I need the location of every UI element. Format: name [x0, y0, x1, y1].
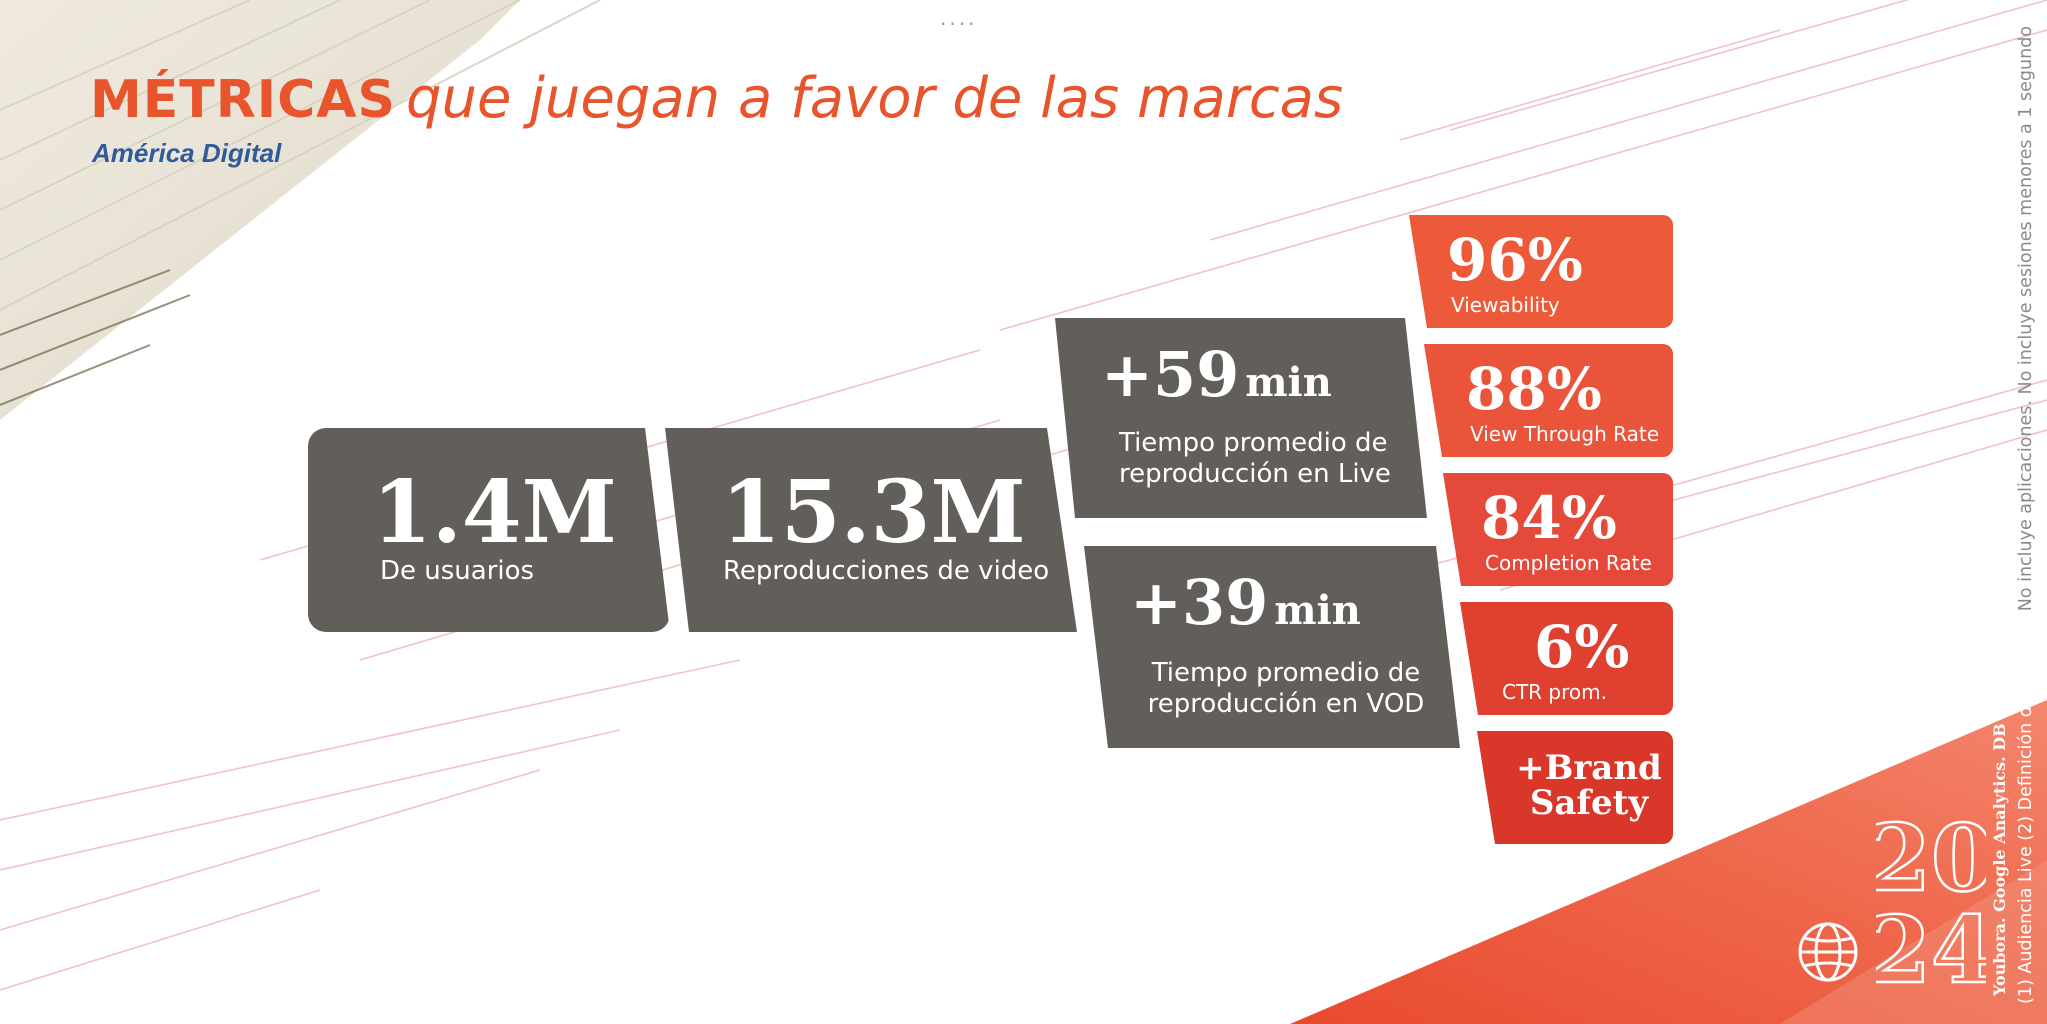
vod-card: +39 min Tiempo promedio de reproducción e…: [1084, 546, 1460, 748]
footer-note-1: (1) Audiencia Live (2) Definición de mét…: [2016, 616, 2036, 1004]
page-subtitle: América Digital: [92, 138, 282, 168]
brand-safety-line1: +Brand: [1516, 748, 1662, 788]
plays-value: 15.3M: [721, 462, 1026, 563]
ctr-value: 6%: [1534, 613, 1630, 681]
live-value: +59: [1101, 338, 1240, 411]
viewability-value: 96%: [1447, 226, 1583, 294]
footer-source: Youbora. Google Analytics. DB Propia. Ju…: [1990, 556, 2010, 1000]
ctr-card: 6% CTR prom.: [1460, 602, 1673, 715]
title-rest: que juegan a favor de las marcas: [405, 66, 1344, 131]
view-through-rate-label: View Through Rate: [1470, 422, 1659, 446]
live-value-row: +59 min: [1101, 344, 1332, 406]
vod-unit: min: [1274, 587, 1361, 634]
title-strong: MÉTRICAS: [90, 70, 396, 130]
vod-label-line1: Tiempo promedio de: [1151, 658, 1421, 688]
live-label: Tiempo promedio de reproducción en Live: [1119, 428, 1391, 490]
vod-label: Tiempo promedio de reproducción en VOD: [1146, 658, 1426, 720]
footer-notes: (1) Audiencia Live (2) Definición de mét…: [2016, 26, 2036, 1004]
vod-value-row: +39 min: [1130, 572, 1361, 634]
page-title: MÉTRICAS que juegan a favor de las marcas: [90, 66, 1343, 131]
ctr-label: CTR prom.: [1502, 680, 1607, 704]
vod-label-line2: reproducción en VOD: [1147, 689, 1425, 720]
brand-safety-line2: Safety: [1529, 782, 1649, 823]
viewability-card: 96% Viewability: [1409, 215, 1673, 328]
live-card: +59 min Tiempo promedio de reproducción e…: [1055, 318, 1427, 518]
users-card: 1.4M De usuarios: [308, 428, 670, 632]
plays-card: 15.3M Reproducciones de video: [665, 428, 1077, 632]
users-label: De usuarios: [380, 556, 535, 586]
view-through-rate-value: 88%: [1466, 355, 1602, 423]
footer-note-2: No incluye aplicaciones. No incluye sesi…: [2016, 25, 2036, 612]
plays-label: Reproducciones de video: [723, 556, 1050, 586]
live-label-line2: reproducción en Live: [1119, 459, 1391, 490]
year-logo: 20 24: [1876, 810, 1986, 990]
viewability-label: Viewability: [1451, 293, 1560, 317]
users-value: 1.4M: [372, 462, 617, 563]
live-unit: min: [1245, 359, 1332, 406]
completion-rate-value: 84%: [1481, 484, 1617, 552]
globe-icon: [1798, 922, 1858, 982]
brand-safety-text: +Brand Safety: [1499, 748, 1673, 823]
year-bottom: 24: [1876, 896, 1986, 990]
brand-safety-card: +Brand Safety: [1477, 731, 1673, 844]
year-top: 20: [1876, 810, 1986, 912]
completion-rate-card: 84% Completion Rate: [1443, 473, 1673, 586]
completion-rate-label: Completion Rate: [1485, 551, 1652, 575]
footer-source-text: Youbora. Google Analytics. DB Propia. Ju…: [1990, 555, 2009, 996]
vod-value: +39: [1130, 566, 1269, 639]
live-label-line1: Tiempo promedio de: [1119, 428, 1388, 458]
page-indicator-dots: ....: [940, 6, 978, 30]
view-through-rate-card: 88% View Through Rate: [1424, 344, 1673, 457]
